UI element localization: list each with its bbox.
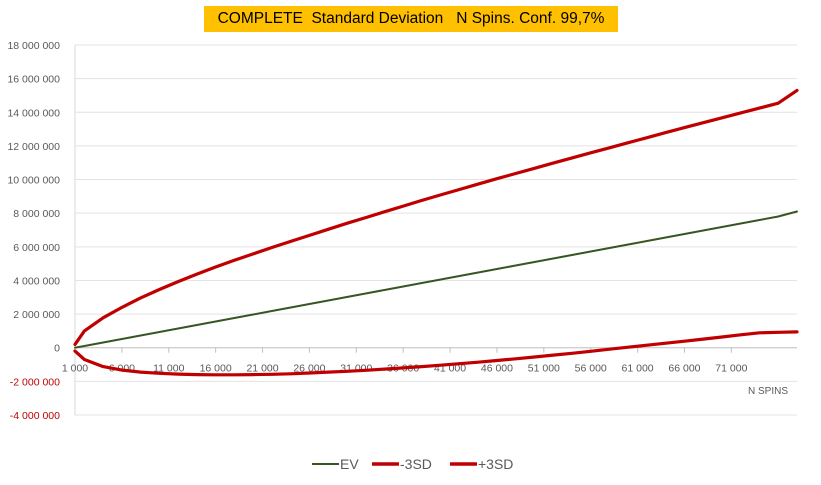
x-tick-label: 11 000 xyxy=(153,363,184,375)
series-line-3sd xyxy=(73,330,799,377)
y-tick-label: 10 000 000 xyxy=(7,175,60,187)
x-tick-label: 1 000 xyxy=(62,363,88,375)
y-tick-label: 18 000 000 xyxy=(7,40,60,52)
x-axis-ticks: 1 000 6 000 11 000 16 000 21 000 26 000 31 000… xyxy=(62,347,748,375)
chart-title: COMPLETE Standard Deviation N Spins. Con… xyxy=(204,6,618,32)
x-tick-label: 46 000 xyxy=(481,363,513,375)
legend: EV -3SD +3SD xyxy=(312,456,513,472)
x-tick-label: 51 000 xyxy=(528,363,560,375)
series-line-3sd xyxy=(73,88,799,346)
y-tick-label: 14 000 000 xyxy=(7,107,60,119)
legend-label-ev: EV xyxy=(340,456,359,472)
x-axis-label: N SPINS xyxy=(748,386,788,397)
x-tick-label: 71 000 xyxy=(715,363,747,375)
x-tick-label: 16 000 xyxy=(200,363,232,375)
series-lines xyxy=(73,88,799,377)
y-tick-label: 6 000 000 xyxy=(13,242,60,254)
legend-label-3sd: +3SD xyxy=(478,456,513,472)
series-line-ev xyxy=(74,210,798,349)
y-tick-label: 8 000 000 xyxy=(13,208,60,220)
x-tick-label: 61 000 xyxy=(622,363,654,375)
y-tick-label: -2 000 000 xyxy=(10,376,60,388)
gridlines xyxy=(74,44,797,416)
x-tick-label: 21 000 xyxy=(246,363,278,375)
y-tick-label: 16 000 000 xyxy=(7,74,60,86)
x-tick-label: 66 000 xyxy=(668,363,700,375)
y-tick-label: 4 000 000 xyxy=(13,275,60,287)
y-tick-label: 0 xyxy=(54,343,60,355)
y-axis-ticks: 18 000 000 16 000 000 14 000 000 12 000 000… xyxy=(7,40,60,422)
legend-label-3sd: -3SD xyxy=(400,456,432,472)
x-tick-label: 56 000 xyxy=(575,363,607,375)
y-tick-label: 2 000 000 xyxy=(13,309,60,321)
y-tick-label: -4 000 000 xyxy=(10,410,60,422)
y-tick-label: 12 000 000 xyxy=(7,141,60,153)
